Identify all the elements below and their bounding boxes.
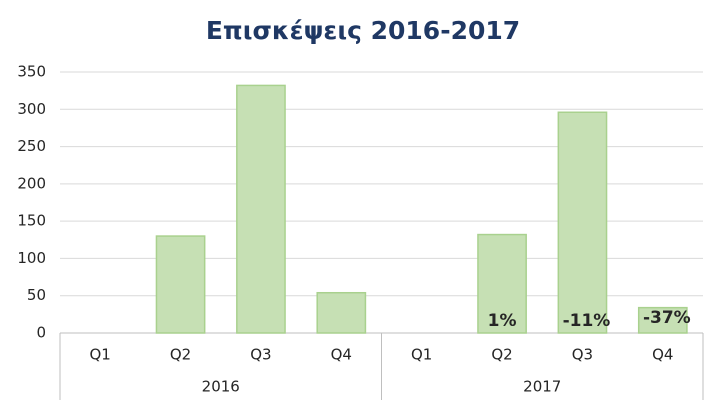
y-tick-label: 150 bbox=[17, 212, 46, 230]
bar bbox=[557, 111, 608, 334]
bar bbox=[637, 306, 688, 334]
group-label: 2017 bbox=[523, 378, 561, 396]
bar bbox=[236, 84, 286, 334]
chart-title: Επισκέψεις 2016-2017 bbox=[206, 16, 520, 45]
y-tick-label: 250 bbox=[17, 137, 46, 155]
x-tick-label: Q2 bbox=[170, 346, 191, 364]
x-tick-label: Q3 bbox=[572, 346, 593, 364]
y-tick-label: 50 bbox=[27, 286, 46, 304]
annotation: -11% bbox=[563, 311, 611, 331]
annotation: 1% bbox=[488, 311, 517, 331]
y-tick-label: 200 bbox=[17, 174, 46, 192]
bar bbox=[155, 235, 206, 334]
x-tick-label: Q4 bbox=[652, 346, 673, 364]
bar bbox=[316, 291, 367, 334]
x-tick-label: Q3 bbox=[250, 346, 271, 364]
y-tick-label: 300 bbox=[17, 100, 46, 118]
y-tick-label: 350 bbox=[17, 63, 46, 81]
y-tick-label: 100 bbox=[17, 249, 46, 267]
y-tick-label: 0 bbox=[36, 324, 46, 342]
x-tick-label: Q4 bbox=[331, 346, 352, 364]
x-tick-label: Q2 bbox=[491, 346, 512, 364]
x-tick-label: Q1 bbox=[90, 346, 111, 364]
annotation: -37% bbox=[643, 308, 691, 328]
x-tick-label: Q1 bbox=[411, 346, 432, 364]
bar bbox=[477, 233, 527, 334]
group-label: 2016 bbox=[202, 378, 240, 396]
